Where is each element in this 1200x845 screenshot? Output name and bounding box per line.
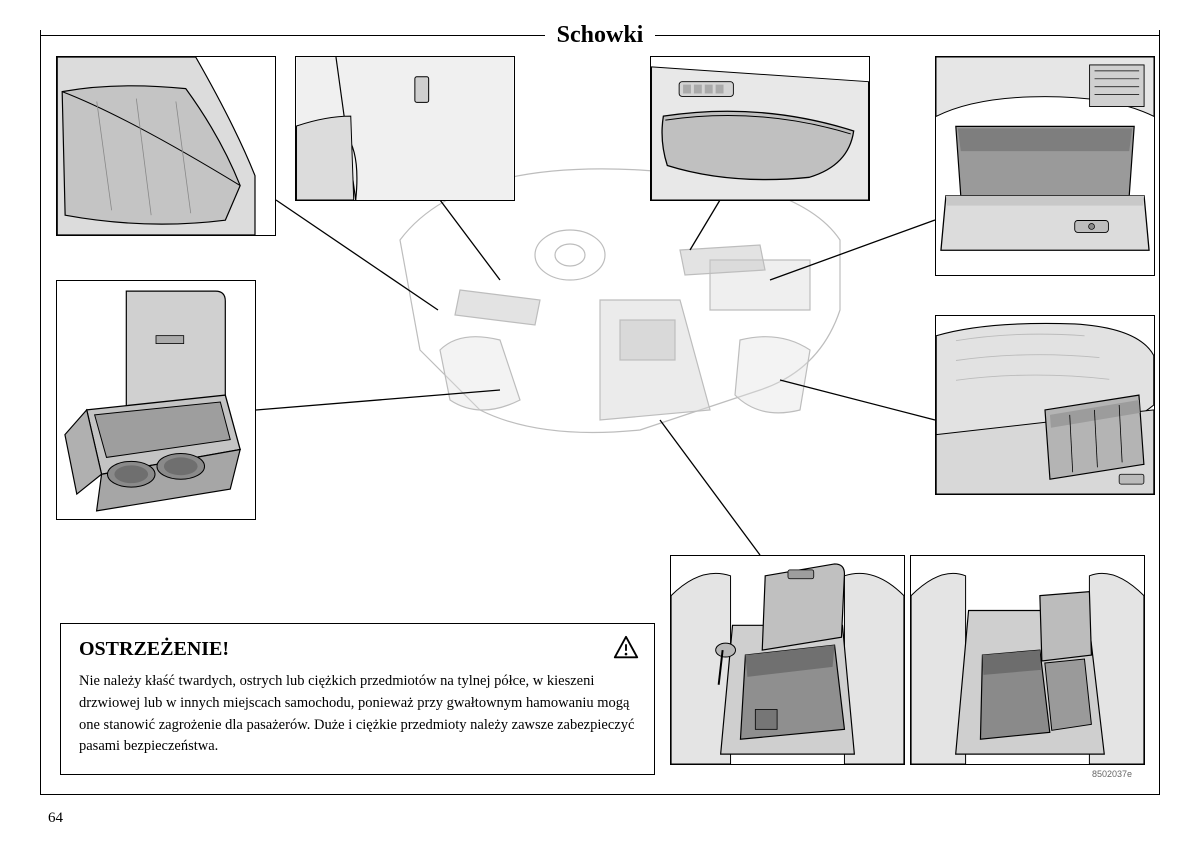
panel-console-rear — [910, 555, 1145, 765]
warning-box: OSTRZEŻENIE! Nie należy kłaść twardych, … — [60, 623, 655, 775]
image-reference-code: 8502037e — [1092, 769, 1132, 779]
page-number: 64 — [48, 810, 63, 827]
panel-door-edge — [295, 56, 515, 201]
panel-glovebox — [935, 56, 1155, 276]
warning-heading: OSTRZEŻENIE! — [79, 638, 636, 661]
panel-door-pocket — [650, 56, 870, 201]
warning-body: Nie należy kłaść twardych, ostrych lub c… — [79, 671, 636, 758]
panel-seat-back-pocket — [56, 56, 276, 236]
panel-seat-side-pocket — [935, 315, 1155, 495]
panel-console-front — [670, 555, 905, 765]
panel-armrest-cupholders — [56, 280, 256, 520]
warning-icon — [612, 634, 640, 662]
